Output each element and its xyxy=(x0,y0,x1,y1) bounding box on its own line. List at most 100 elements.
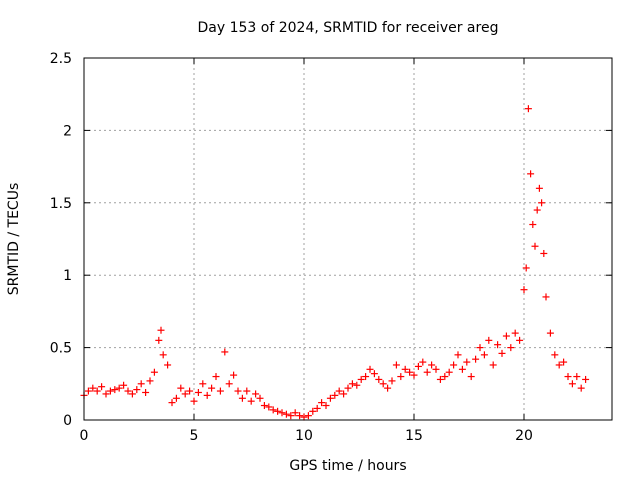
data-point xyxy=(375,375,383,383)
data-point xyxy=(353,381,361,389)
data-point xyxy=(278,409,286,417)
data-point xyxy=(93,387,101,395)
data-point xyxy=(225,380,233,388)
data-point xyxy=(522,264,530,272)
data-point xyxy=(150,368,158,376)
data-point xyxy=(287,412,295,420)
x-tick-label: 15 xyxy=(405,428,423,444)
data-point xyxy=(573,373,581,381)
data-point xyxy=(340,390,348,398)
data-point xyxy=(124,387,132,395)
data-point xyxy=(489,361,497,369)
data-point xyxy=(401,365,409,373)
data-point xyxy=(533,206,541,214)
data-point xyxy=(181,390,189,398)
data-point xyxy=(230,371,238,379)
y-tick-label: 1 xyxy=(63,268,72,284)
data-point xyxy=(309,407,317,415)
data-point xyxy=(406,368,414,376)
data-point xyxy=(384,384,392,392)
data-point xyxy=(480,351,488,359)
data-point xyxy=(511,329,519,337)
y-tick-label: 2 xyxy=(63,123,72,139)
data-point xyxy=(128,390,136,398)
data-point xyxy=(216,387,224,395)
data-point xyxy=(234,387,242,395)
data-point xyxy=(458,365,466,373)
data-point xyxy=(106,387,114,395)
plot-frame xyxy=(83,57,613,421)
data-point xyxy=(546,329,554,337)
data-point xyxy=(157,326,165,334)
data-point xyxy=(450,361,458,369)
data-point xyxy=(498,349,506,357)
data-point xyxy=(238,394,246,402)
data-point xyxy=(538,199,546,207)
data-point xyxy=(111,386,119,394)
data-point xyxy=(322,402,330,410)
data-point xyxy=(529,221,537,229)
data-point xyxy=(344,384,352,392)
data-point xyxy=(177,384,185,392)
data-point xyxy=(133,386,141,394)
data-point xyxy=(331,391,339,399)
data-point xyxy=(335,387,343,395)
data-point xyxy=(485,336,493,344)
data-point xyxy=(146,377,154,385)
data-point xyxy=(577,384,585,392)
data-point xyxy=(265,403,273,411)
y-tick-label: 1.5 xyxy=(50,196,72,212)
data-point xyxy=(120,381,128,389)
data-point xyxy=(542,293,550,301)
gridlines xyxy=(84,58,612,420)
data-point xyxy=(282,410,290,418)
data-point xyxy=(362,373,370,381)
data-point xyxy=(98,383,106,391)
data-point xyxy=(531,242,539,250)
data-point xyxy=(243,387,251,395)
data-point xyxy=(582,375,590,383)
x-tick-label: 10 xyxy=(295,428,313,444)
y-tick-label: 0 xyxy=(63,413,72,429)
data-point xyxy=(560,358,568,366)
x-axis-label: GPS time / hours xyxy=(289,458,406,474)
data-point xyxy=(445,368,453,376)
data-point xyxy=(467,373,475,381)
data-point xyxy=(190,397,198,405)
data-point xyxy=(186,387,194,395)
data-point xyxy=(247,397,255,405)
data-point xyxy=(370,370,378,378)
data-point xyxy=(115,384,123,392)
data-point xyxy=(472,355,480,363)
data-point xyxy=(423,368,431,376)
data-point xyxy=(137,380,145,388)
data-point xyxy=(221,348,229,356)
data-point xyxy=(454,351,462,359)
data-point xyxy=(102,390,110,398)
tick-labels: 0 5 10 15 20 0 0.5 1 1.5 2 2.5 xyxy=(50,51,533,444)
data-point xyxy=(212,373,220,381)
data-point xyxy=(551,351,559,359)
data-point xyxy=(172,394,180,402)
data-point xyxy=(357,375,365,383)
data-point xyxy=(291,409,299,417)
y-tick-label: 0.5 xyxy=(50,341,72,357)
data-point xyxy=(564,373,572,381)
data-point xyxy=(540,249,548,257)
data-point xyxy=(304,412,312,420)
data-point xyxy=(208,384,216,392)
data-point xyxy=(203,391,211,399)
data-point xyxy=(441,373,449,381)
data-point xyxy=(318,399,326,407)
data-point xyxy=(313,404,321,412)
data-point xyxy=(194,388,202,396)
axis-ticks xyxy=(83,57,612,421)
x-tick-label: 5 xyxy=(190,428,199,444)
data-point xyxy=(199,380,207,388)
data-points xyxy=(80,105,590,421)
data-point xyxy=(155,336,163,344)
data-point xyxy=(436,375,444,383)
data-point xyxy=(568,380,576,388)
data-point xyxy=(494,341,502,349)
data-point xyxy=(296,412,304,420)
